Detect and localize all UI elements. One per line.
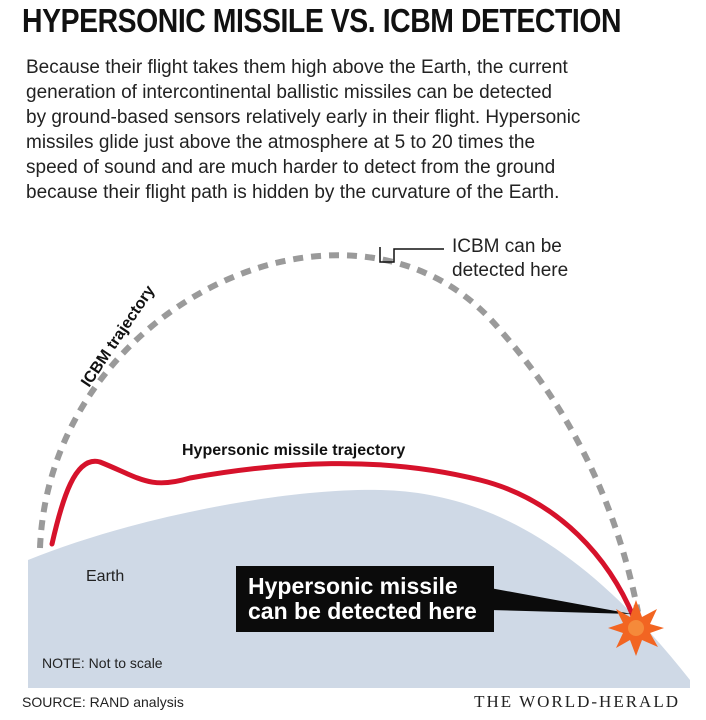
earth-label: Earth	[86, 568, 124, 585]
icbm-detect-leader-line	[379, 247, 444, 263]
callout-pointer	[490, 588, 632, 614]
icbm-detect-label-line1: ICBM can be	[452, 236, 562, 257]
intro-text: Because their flight takes them high abo…	[26, 55, 686, 205]
hypersonic-detect-callout: Hypersonic missile can be detected here	[236, 566, 494, 632]
publisher-credit: THE WORLD-HERALD	[474, 692, 680, 711]
intro-line: because their flight path is hidden by t…	[26, 182, 560, 203]
note-text: NOTE: Not to scale	[42, 655, 163, 671]
explosion-burst-icon	[608, 600, 664, 656]
icbm-trajectory-path	[37, 252, 641, 613]
headline: HYPERSONIC MISSILE VS. ICBM DETECTION	[22, 2, 622, 39]
hypersonic-trajectory-label: Hypersonic missile trajectory	[182, 442, 405, 459]
callout-line2: can be detected here	[248, 598, 477, 624]
intro-line: Because their flight takes them high abo…	[26, 57, 568, 78]
source-text: SOURCE: RAND analysis	[22, 694, 184, 710]
icbm-trajectory-label: ICBM trajectory	[78, 283, 158, 391]
callout-line1: Hypersonic missile	[248, 573, 458, 599]
hypersonic-trajectory-path	[49, 458, 637, 621]
intro-line: missiles glide just above the atmosphere…	[26, 132, 536, 153]
icbm-detect-label-line2: detected here	[452, 260, 568, 281]
intro-line: generation of intercontinental ballistic…	[26, 82, 552, 103]
intro-line: by ground-based sensors relatively early…	[26, 107, 581, 128]
intro-line: speed of sound and are much harder to de…	[26, 157, 556, 178]
